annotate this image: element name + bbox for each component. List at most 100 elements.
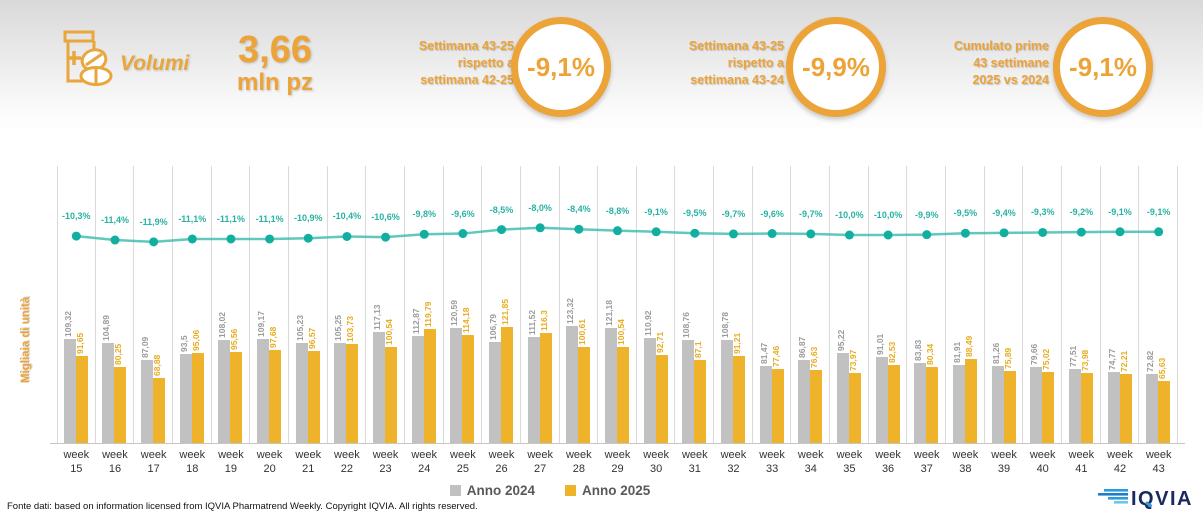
gridline (405, 166, 444, 443)
trend-point (497, 225, 507, 235)
bar-anno-2024-week-38 (952, 365, 965, 443)
line-point-label: -8,0% (528, 202, 552, 213)
bar-anno-2025-week-21 (307, 351, 320, 443)
legend-swatch (565, 485, 576, 496)
line-point-label: -9,4% (992, 207, 1016, 218)
bar-value-label: 76,63 (809, 346, 820, 369)
trend-point (187, 234, 197, 244)
bar-value-label: 93,5 (178, 335, 189, 353)
bar-anno-2024-week-42 (1107, 371, 1120, 443)
trend-point (71, 231, 81, 241)
gridline (675, 166, 715, 443)
gridline (1062, 166, 1101, 443)
bar-anno-2025-week-18 (191, 352, 204, 443)
bar-value-label: 88,49 (963, 335, 974, 357)
bar-anno-2025-week-39 (1003, 370, 1016, 443)
bar-anno-2025-week-33 (771, 369, 784, 443)
bar-value-label: 72,21 (1118, 351, 1129, 373)
x-tick-week-32: week 32 (720, 449, 747, 475)
bar-value-label: 95,22 (835, 329, 846, 351)
bar-value-label: 77,51 (1067, 346, 1078, 368)
bar-anno-2025-week-29 (617, 347, 629, 443)
bar-value-label: 91,01 (874, 333, 885, 355)
trend-point (419, 229, 429, 239)
trend-point (535, 223, 545, 233)
bar-anno-2025-week-32 (732, 356, 745, 443)
x-tick-week-34: week 34 (797, 449, 824, 475)
bar-anno-2025-week-40 (1042, 371, 1055, 443)
bar-value-label: 92,71 (654, 331, 665, 353)
bar-anno-2024-week-15 (63, 339, 76, 443)
trend-point (303, 233, 313, 243)
bar-anno-2024-week-39 (991, 365, 1004, 443)
trend-point (1115, 227, 1125, 237)
bar-anno-2024-week-22 (334, 343, 347, 443)
y-axis-label: Migliaia di unità (20, 296, 32, 384)
trend-point (806, 229, 816, 239)
bar-anno-2024-week-23 (373, 331, 386, 443)
bar-anno-2024-week-28 (566, 325, 579, 443)
legend-label: Anno 2024 (466, 483, 535, 498)
bar-value-label: 87,1 (693, 341, 704, 359)
x-tick-week-16: week 16 (102, 449, 128, 475)
gridline (250, 166, 289, 443)
gridline (791, 166, 831, 443)
gridline (869, 166, 908, 443)
bar-value-label: 65,63 (1157, 357, 1168, 379)
bar-anno-2025-week-24 (423, 329, 436, 443)
bar-anno-2024-week-19 (218, 340, 231, 443)
line-point-label: -9,7% (721, 208, 746, 219)
bar-value-label: 81,47 (758, 342, 769, 364)
x-tick-week-21: week 21 (295, 449, 322, 475)
x-tick-week-26: week 26 (488, 449, 515, 475)
bar-anno-2024-week-33 (759, 365, 772, 443)
bar-anno-2025-week-15 (75, 355, 88, 443)
bar-anno-2024-week-25 (450, 328, 463, 443)
trend-point (110, 235, 120, 245)
trend-point (922, 230, 932, 240)
gridline (521, 166, 560, 443)
x-tick-week-35: week 35 (836, 449, 863, 475)
x-tick-week-43: week 43 (1145, 449, 1172, 475)
bar-anno-2025-week-36 (887, 364, 900, 443)
bar-anno-2024-week-32 (720, 339, 733, 443)
bar-value-label: 103,73 (345, 316, 356, 343)
x-tick-week-31: week 31 (681, 449, 708, 475)
bar-value-label: 77,46 (770, 346, 781, 368)
iqvia-logo: IQVIA (1098, 488, 1191, 510)
x-tick-week-40: week 40 (1029, 449, 1056, 475)
bar-anno-2025-week-43 (1158, 380, 1171, 443)
stat-value: 3,66 (238, 29, 312, 71)
line-point-label: -9,5% (683, 208, 707, 219)
bar-anno-2025-week-25 (462, 334, 475, 443)
bar-anno-2024-week-30 (643, 337, 656, 443)
trend-point (342, 231, 352, 241)
chart-legend: Anno 2024 Anno 2025 (0, 483, 1100, 498)
gridline (482, 166, 521, 443)
kpi-3-value-circle: -9,1% (1053, 17, 1153, 117)
bar-anno-2024-week-40 (1030, 367, 1043, 443)
gridline (366, 166, 405, 443)
medicine-volumes-icon (63, 30, 113, 86)
line-point-label: -8,5% (489, 204, 514, 215)
gridline (753, 166, 792, 443)
bar-anno-2024-week-29 (605, 327, 617, 443)
bar-value-label: 91,21 (731, 333, 742, 355)
trend-point (226, 234, 236, 244)
line-point-label: -9,6% (760, 208, 784, 219)
plot-area: week 15 109,32 91,65 -10,3% week 16 104,89 80,… (50, 160, 1185, 490)
headline-stat: 3,66 mln pz (205, 30, 345, 96)
bar-anno-2025-week-16 (114, 366, 127, 443)
bar-value-label: 97,68 (268, 326, 279, 349)
bar-anno-2025-week-27 (539, 332, 552, 443)
gridline (212, 166, 251, 443)
legend-item-anno-2025: Anno 2025 (565, 483, 650, 498)
bar-anno-2025-week-42 (1119, 374, 1132, 443)
bar-value-label: 95,56 (229, 328, 240, 351)
gridline (907, 166, 947, 443)
bar-value-label: 100,54 (384, 319, 395, 346)
bar-value-label: 68,88 (152, 354, 163, 376)
bar-anno-2025-week-20 (269, 350, 282, 443)
gridline (560, 166, 599, 443)
x-tick-week-36: week 36 (875, 449, 901, 475)
